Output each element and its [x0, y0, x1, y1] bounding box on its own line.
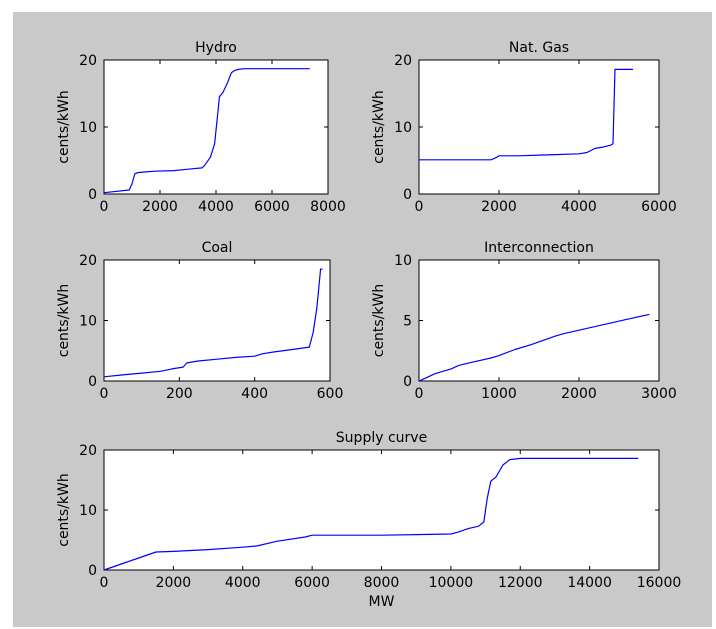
interconnection-ytick-label: 5 — [403, 314, 412, 330]
nat-gas-series-line — [419, 68, 633, 161]
nat-gas-ytick-label: 20 — [394, 53, 412, 69]
hydro-ytick-label: 20 — [79, 53, 97, 69]
supply-curve-xtick-label: 2000 — [156, 575, 192, 591]
nat-gas-axes-group: Nat. Gas 0 2000 4000 6000 0 10 20 cents/kWh — [371, 40, 677, 215]
supply-curve-xtick-label: 14000 — [567, 575, 612, 591]
supply-curve-series-line — [103, 457, 639, 571]
hydro-xtick-label: 2000 — [142, 199, 178, 215]
nat-gas-ytick-label: 10 — [394, 120, 412, 136]
coal-xtick-label: 600 — [317, 386, 344, 402]
interconnection-ytick-label: 10 — [394, 253, 412, 269]
interconnection-title: Interconnection — [484, 240, 594, 256]
interconnection-xtick-label: 1000 — [481, 386, 517, 402]
nat-gas-ytick-label: 0 — [403, 187, 412, 203]
coal-series-line — [103, 268, 323, 378]
interconnection-ylabel: cents/kWh — [371, 284, 387, 358]
hydro-xtick-label: 8000 — [310, 199, 346, 215]
interconnection-ytick-label: 0 — [403, 374, 412, 390]
hydro-ylabel: cents/kWh — [56, 90, 72, 164]
nat-gas-xtick-label: 4000 — [561, 199, 597, 215]
interconnection-xtick-label: 0 — [415, 386, 424, 402]
hydro-title: Hydro — [195, 40, 237, 56]
hydro-ytick-label: 10 — [79, 120, 97, 136]
hydro-series-line — [103, 68, 310, 194]
nat-gas-xtick-label: 2000 — [481, 199, 517, 215]
interconnection-series-line — [418, 313, 650, 382]
supply-curve-xtick-label: 12000 — [498, 575, 543, 591]
supply-curve-xtick-label: 10000 — [429, 575, 474, 591]
supply-curve-ytick-label: 0 — [88, 563, 97, 579]
nat-gas-xtick-label: 6000 — [641, 199, 677, 215]
hydro-axes-group: Hydro 0 2000 4000 6000 8000 0 10 20 cents/kWh — [56, 40, 346, 215]
supply-curve-plot-area — [103, 449, 660, 571]
coal-ytick-label: 0 — [88, 374, 97, 390]
supply-curve-xtick-label: 8000 — [364, 575, 400, 591]
coal-xtick-label: 0 — [100, 386, 109, 402]
hydro-ytick-label: 0 — [88, 187, 97, 203]
supply-curve-xtick-label: 16000 — [637, 575, 682, 591]
hydro-xtick-label: 0 — [100, 199, 109, 215]
supply-curve-xtick-label: 0 — [100, 575, 109, 591]
supply-curve-ytick-label: 20 — [79, 443, 97, 459]
coal-xtick-label: 200 — [166, 386, 193, 402]
interconnection-axes-group: Interconnection 0 1000 2000 3000 0 5 10 cents/kW… — [371, 240, 677, 402]
supply-curve-xtick-label: 4000 — [225, 575, 261, 591]
hydro-xtick-label: 4000 — [198, 199, 234, 215]
nat-gas-ylabel: cents/kWh — [371, 90, 387, 164]
coal-ylabel: cents/kWh — [56, 284, 72, 358]
supply-curve-ytick-label: 10 — [79, 503, 97, 519]
coal-ytick-label: 20 — [79, 253, 97, 269]
supply-curve-xtick-label: 6000 — [294, 575, 330, 591]
coal-axes-group: Coal 0 200 400 600 0 10 20 cents/kWh — [56, 240, 343, 402]
interconnection-xtick-label: 2000 — [561, 386, 597, 402]
hydro-xtick-label: 6000 — [254, 199, 290, 215]
supply-curve-title: Supply curve — [336, 430, 427, 446]
nat-gas-plot-area — [418, 59, 660, 195]
supply-curve-ylabel: cents/kWh — [56, 473, 72, 547]
interconnection-xtick-label: 3000 — [641, 386, 677, 402]
coal-title: Coal — [202, 240, 233, 256]
supply-curve-axes-group: Supply curve 0 2000 4000 6000 8000 10000 12000 1… — [56, 430, 681, 610]
supply-curve-xlabel: MW — [369, 594, 395, 610]
coal-xtick-label: 400 — [241, 386, 268, 402]
coal-ytick-label: 10 — [79, 314, 97, 330]
nat-gas-title: Nat. Gas — [509, 40, 569, 56]
nat-gas-xtick-label: 0 — [415, 199, 424, 215]
coal-plot-area — [103, 259, 331, 382]
